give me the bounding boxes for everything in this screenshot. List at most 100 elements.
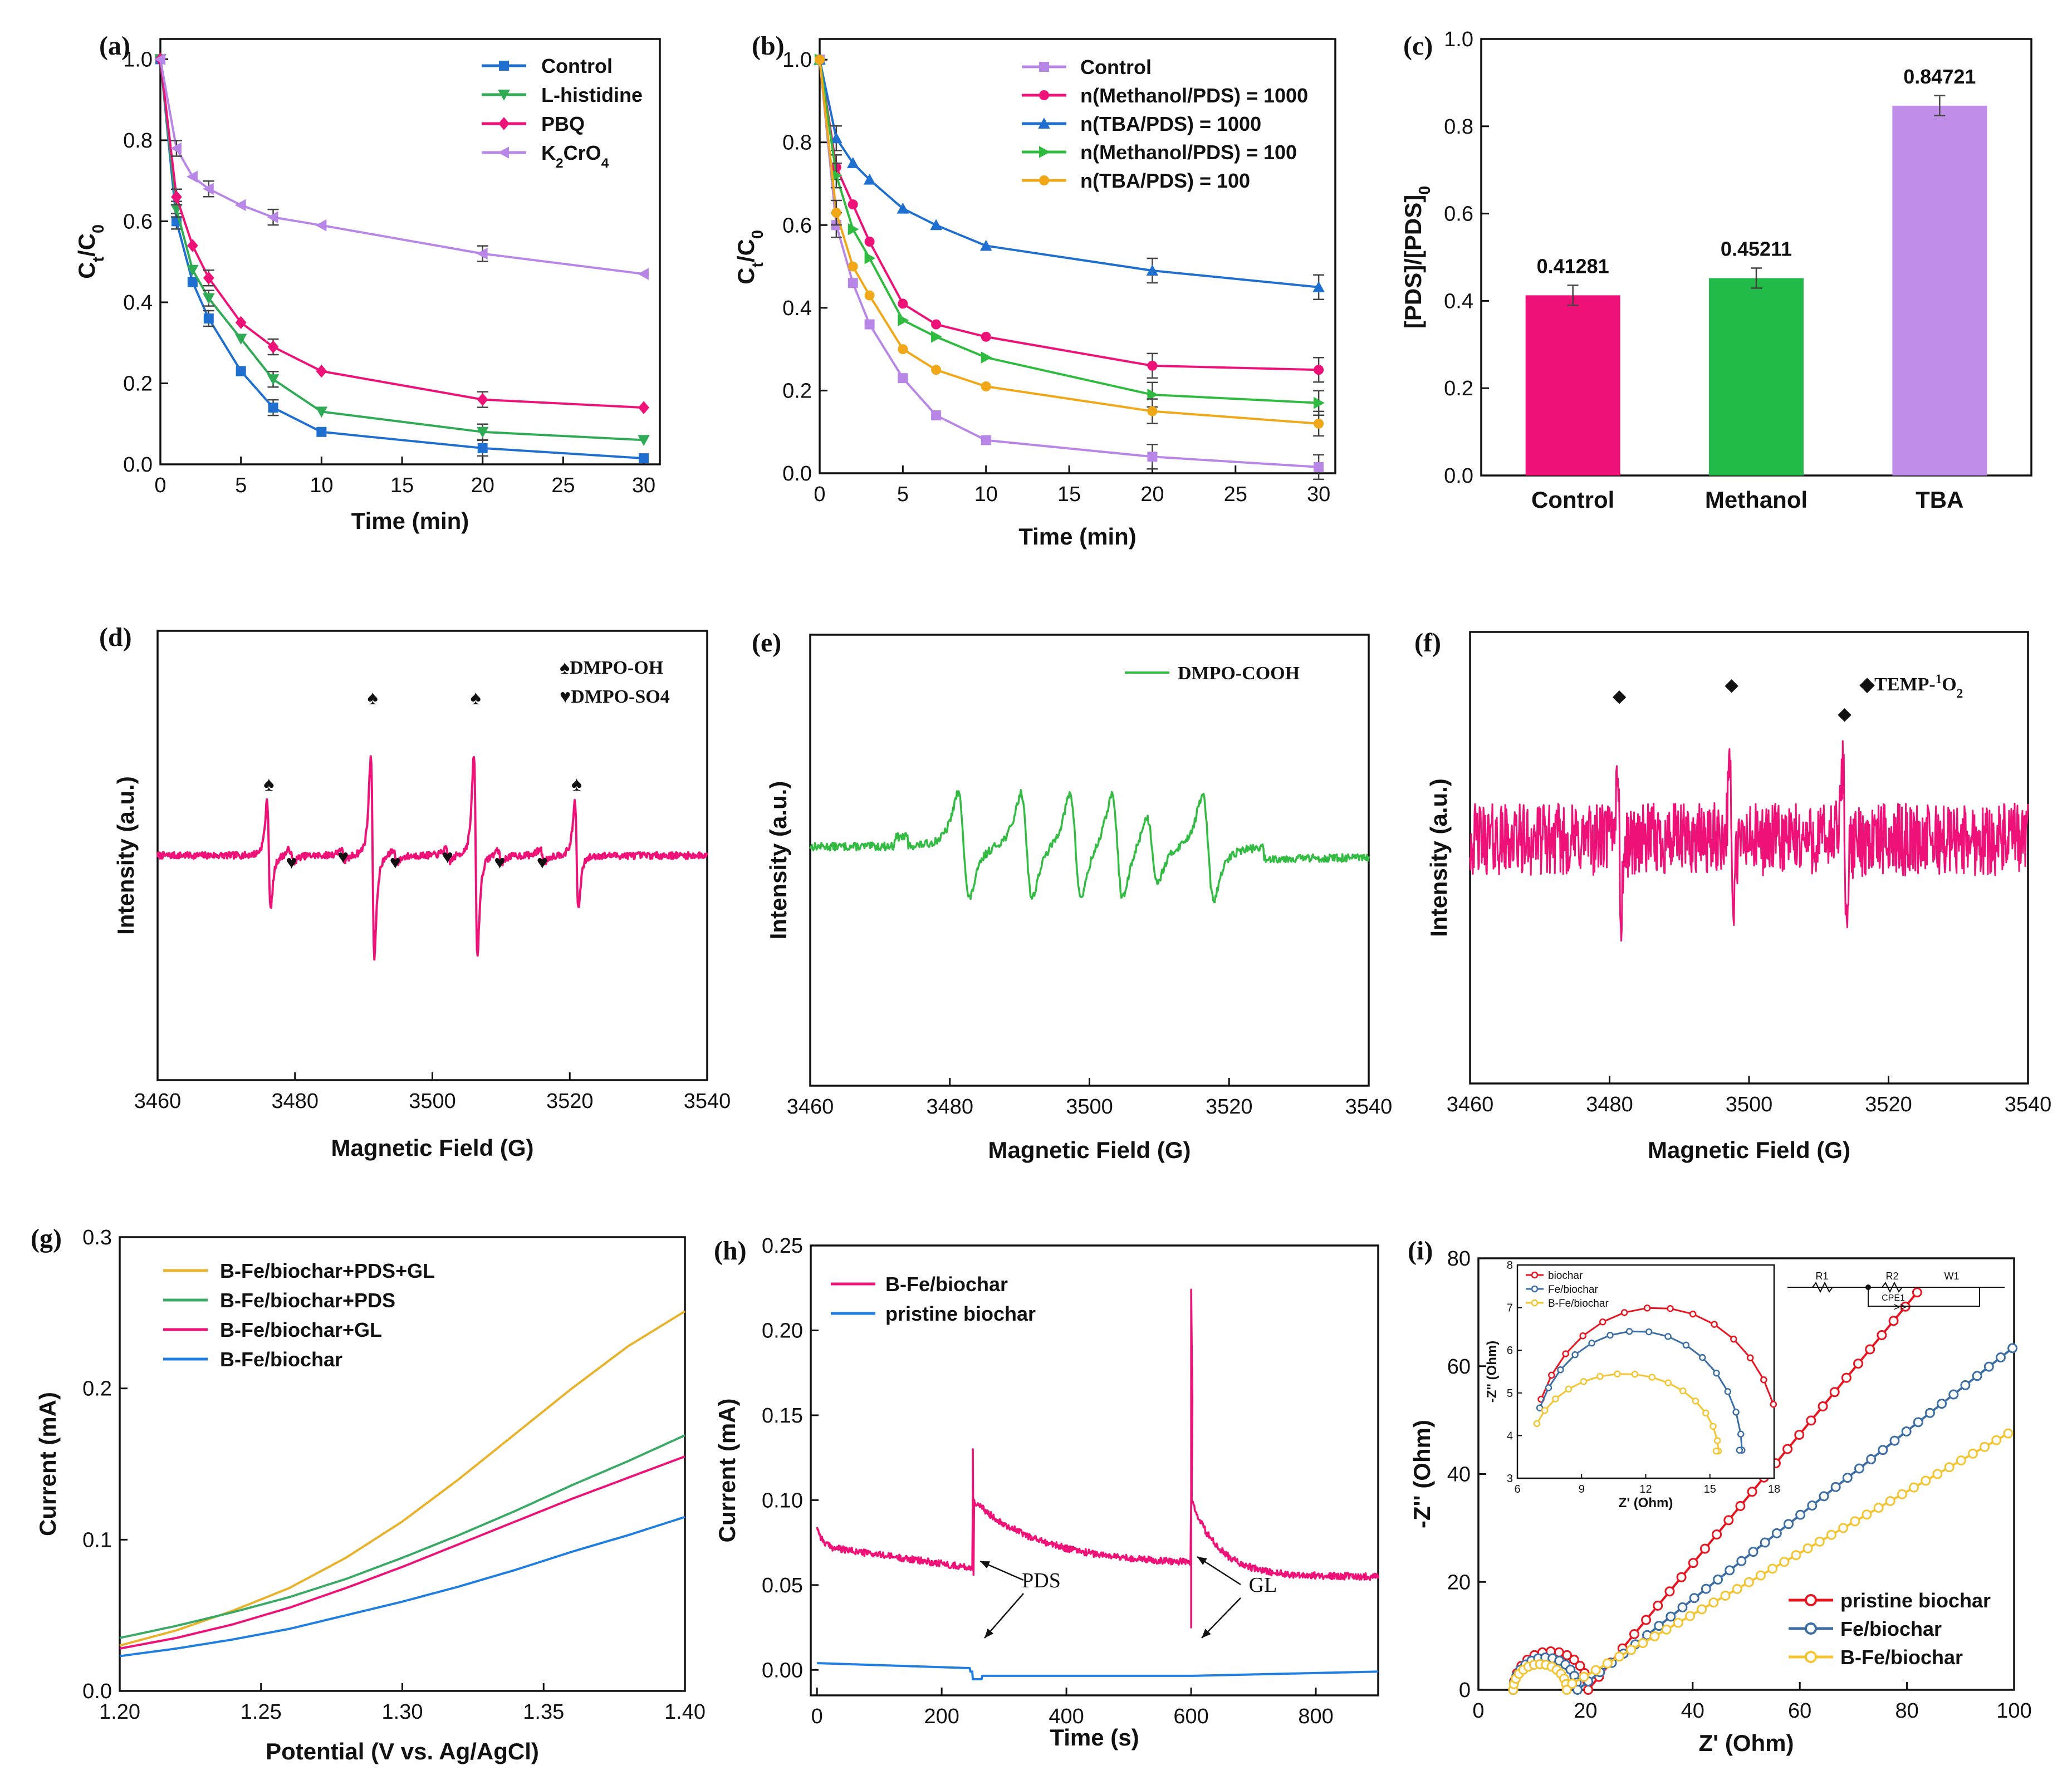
panel-i-inset-point <box>1724 1388 1732 1395</box>
panel-a-xtick-label: 15 <box>390 474 414 497</box>
panel-i-inset-xtick-label: 18 <box>1768 1483 1780 1495</box>
panel-a-point <box>171 190 182 204</box>
panel-i-point <box>1701 1583 1711 1594</box>
panel-i-point <box>1967 1448 1978 1459</box>
panel-h-x-axis-label: Time (s) <box>1050 1724 1139 1750</box>
panel-i-point <box>1888 1316 1899 1326</box>
panel-b-point <box>848 278 858 288</box>
panel-i-point <box>1862 1509 1872 1520</box>
panel-a-point <box>268 403 278 413</box>
panel-i-point <box>1991 1435 2002 1445</box>
panel-a-ytick-label: 0.6 <box>123 210 153 233</box>
panel-i-point <box>1913 1417 1923 1428</box>
panel-b-point <box>931 365 942 375</box>
panel-i-point <box>1748 1547 1758 1557</box>
panel-c-bar <box>1525 295 1620 475</box>
panel-i-point <box>1865 1344 1875 1355</box>
panel-i-point <box>1664 1586 1675 1597</box>
panel-i-inset-point <box>1596 1372 1604 1380</box>
panel-a-x-axis-label: Time (min) <box>351 508 469 534</box>
panel-c-letter: (c) <box>1403 31 1433 61</box>
panel-b-point <box>863 173 876 185</box>
panel-i-inset-point <box>1736 1446 1743 1454</box>
panel-i-point <box>1807 1501 1818 1511</box>
panel-a-xtick-label: 5 <box>235 474 247 497</box>
panel-i-inset-point <box>1645 1328 1653 1336</box>
panel-b-point <box>831 208 841 218</box>
panel-i-inset-point <box>1643 1305 1651 1312</box>
panel-h-ytick-label: 0.20 <box>762 1319 803 1342</box>
panel-i-inset-point <box>1565 1385 1573 1393</box>
panel-d-so4-marker: ♥ <box>390 852 401 873</box>
panel-i-point <box>1732 1583 1742 1594</box>
panel-f-letter: (f) <box>1414 628 1441 658</box>
panel-e-xtick-label: 3520 <box>1206 1095 1253 1119</box>
panel-i-inset-x-label: Z' (Ohm) <box>1619 1495 1673 1511</box>
panel-a-point <box>267 340 279 354</box>
panel-h-xtick-label: 400 <box>1049 1705 1084 1728</box>
panel-g-series-line <box>119 1434 685 1639</box>
panel-b-point <box>981 435 991 445</box>
panel-i-inset-point <box>1770 1401 1777 1408</box>
panel-e-xtick-label: 3480 <box>926 1095 973 1119</box>
panel-a-ytick-label: 0.8 <box>123 129 153 153</box>
panel-d-letter: (d) <box>99 622 132 652</box>
panel-d-oh-marker: ♠ <box>368 686 378 709</box>
panel-i-point <box>1562 1650 1573 1660</box>
panel-h-arrow-head <box>1197 1557 1207 1565</box>
panel-a-point <box>234 199 246 212</box>
panel-a-legend-label: K2CrO4 <box>541 141 609 171</box>
panel-d-xtick-label: 3540 <box>684 1090 731 1113</box>
panel-d-oh-marker: ♠ <box>263 772 274 795</box>
panel-i-inset-point <box>1730 1335 1737 1343</box>
panel-b-legend-label: n(Methanol/PDS) = 1000 <box>1080 84 1308 107</box>
text-span: O <box>1942 674 1956 695</box>
panel-b-ytick-label: 0.0 <box>782 462 812 486</box>
panel-i-point <box>1802 1543 1813 1553</box>
panel-h-arrow-head <box>1202 1629 1211 1638</box>
panel-c-data-label: 0.45211 <box>1721 238 1792 261</box>
panel-i-point <box>1830 1482 1841 1492</box>
panel-b-legend-marker <box>1039 62 1049 72</box>
panel-i-inset-point <box>1692 1397 1699 1405</box>
panel-i-inset-ytick-label: 7 <box>1507 1302 1513 1315</box>
panel-h-xtick-label: 0 <box>811 1705 823 1728</box>
panel-b-legend-label: Control <box>1080 56 1152 79</box>
panel-c-bar <box>1709 278 1804 475</box>
panel-b-point <box>864 319 875 330</box>
panel-i-inset-point <box>1664 1333 1672 1340</box>
panel-a-series-line <box>159 59 644 409</box>
panel-a-point <box>639 453 649 464</box>
panel-i-point <box>1980 1441 1990 1452</box>
panel-i-point <box>1567 1678 1578 1689</box>
panel-a-legend-marker <box>498 146 509 159</box>
panel-i-point <box>1747 1487 1757 1497</box>
panel-e-legend-label: DMPO-COOH <box>1178 663 1300 684</box>
panel-b-point <box>830 132 842 144</box>
panel-i-point <box>2003 1428 2014 1439</box>
panel-g-legend-label: B-Fe/biochar+PDS <box>220 1289 395 1312</box>
panel-i-inset-point <box>1648 1374 1656 1381</box>
panel-a-point <box>316 364 327 378</box>
panel-i-inset-point <box>1712 1447 1720 1455</box>
panel-i-point <box>1708 1597 1719 1608</box>
panel-g-x-axis-label: Potential (V vs. Ag/AgCl) <box>266 1738 539 1764</box>
panel-i-inset-y-label: -Z'' (Ohm) <box>1485 1341 1500 1403</box>
panel-i-point <box>1791 1550 1801 1561</box>
panel-i-inset-point <box>1760 1376 1767 1384</box>
panel-g-series-line <box>119 1455 685 1650</box>
panel-i-point <box>1972 1371 1982 1381</box>
panel-b-ytick-label: 1.0 <box>782 48 812 72</box>
panel-a-point <box>187 264 199 276</box>
panel-i-legend-marker <box>1805 1622 1817 1635</box>
panel-d-so4-marker: ♥ <box>337 846 349 867</box>
panel-a-point <box>477 443 488 453</box>
panel-i-point <box>1579 1671 1589 1682</box>
panel-i-point <box>1912 1287 1922 1298</box>
panel-i-inset-point <box>1533 1420 1541 1428</box>
panel-d-so4-marker: ♥ <box>286 852 297 873</box>
panel-a-point <box>203 313 214 324</box>
panel-i-point <box>1771 1528 1782 1538</box>
panel-h-xtick-label: 600 <box>1173 1705 1208 1728</box>
panel-g-ytick-label: 0.1 <box>82 1528 112 1552</box>
